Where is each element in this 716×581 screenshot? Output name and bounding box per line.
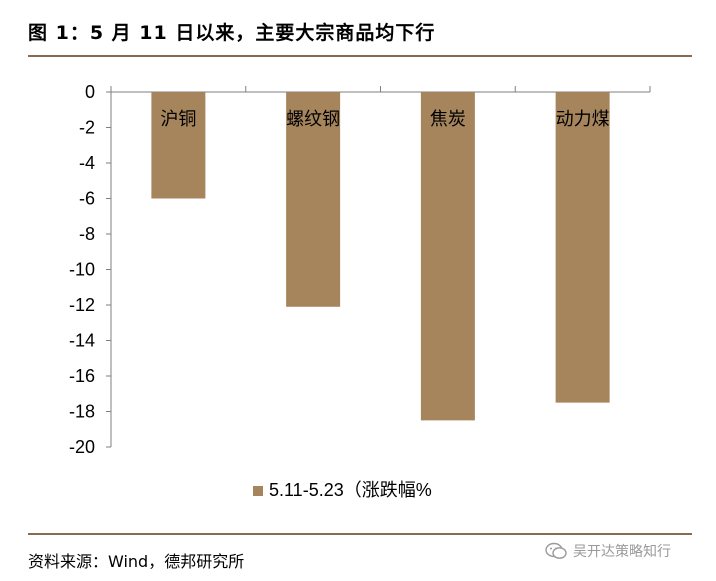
category-label: 螺纹钢	[286, 109, 340, 130]
bottom-rule	[28, 533, 692, 535]
y-tick-label: 0	[85, 82, 95, 102]
y-tick-label: -2	[79, 118, 95, 138]
figure-title: 图 1：5 月 11 日以来，主要大宗商品均下行	[28, 22, 436, 44]
y-tick-label: -14	[69, 331, 95, 351]
watermark: 吴开达策略知行	[545, 541, 671, 561]
y-tick-label: -12	[69, 295, 95, 315]
bars	[151, 92, 610, 421]
x-axis	[110, 86, 651, 93]
source-note: 资料来源：Wind，德邦研究所	[28, 552, 245, 571]
category-label: 沪铜	[160, 109, 196, 130]
y-tick-label: -18	[69, 402, 95, 422]
y-tick-label: -6	[79, 189, 95, 209]
watermark-text: 吴开达策略知行	[573, 544, 671, 560]
legend-swatch	[253, 486, 263, 496]
bar	[286, 92, 341, 307]
y-axis: 0 -2 -4 -6 -8 -10 -12 -14 -16 -18 -20	[69, 82, 112, 457]
y-tick-label: -10	[69, 260, 95, 280]
y-tick-label: -16	[69, 366, 95, 386]
y-tick-label: -4	[79, 153, 95, 173]
category-labels: 沪铜 螺纹钢 焦炭 动力煤	[160, 109, 609, 130]
legend-label: 5.11-5.23（涨跌幅%	[269, 480, 432, 500]
y-tick-label: -20	[69, 437, 95, 457]
bar	[420, 92, 475, 421]
legend: 5.11-5.23（涨跌幅%	[253, 480, 432, 500]
wechat-icon	[545, 542, 567, 559]
bar-chart: 0 -2 -4 -6 -8 -10 -12 -14 -16 -18 -20 沪铜 螺纹钢 焦炭 动力煤 5…	[69, 82, 651, 500]
bar	[151, 92, 206, 199]
category-label: 焦炭	[430, 109, 466, 130]
top-rule	[28, 55, 692, 57]
y-tick-label: -8	[79, 224, 95, 244]
category-label: 动力煤	[556, 109, 610, 130]
bar	[555, 92, 610, 403]
